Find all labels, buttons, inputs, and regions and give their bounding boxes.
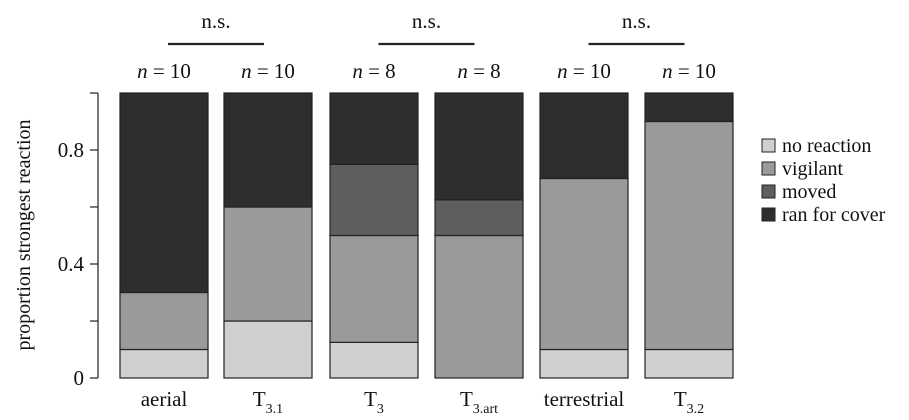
comparison-label: n.s. <box>412 9 441 33</box>
x-tick-labels: aerial T3.1 T3 T3.art terrestrial T3.2 <box>141 387 704 417</box>
legend-label: no reaction <box>782 135 871 157</box>
y-axis-label: proportion strongest reaction <box>13 119 35 350</box>
bar-segment-ran-for-cover <box>223 92 313 208</box>
sample-size-label: n = 10 <box>241 59 295 83</box>
sample-size-label: n = 10 <box>137 59 191 83</box>
bar-segment-ran-for-cover <box>329 92 419 165</box>
bar-segment-no-reaction <box>644 348 734 379</box>
bar-segment-no-reaction <box>223 320 313 379</box>
bar-segment-vigilant <box>644 120 734 351</box>
legend-label: ran for cover <box>782 204 886 226</box>
bar-segment-ran-for-cover <box>539 92 629 180</box>
bar-segment-ran-for-cover <box>119 92 209 294</box>
bar-segment-vigilant <box>119 291 209 351</box>
sample-size-labels: n = 10 n = 10 n = 8 n = 8 n = 10 n = 10 <box>137 59 716 83</box>
bar-segment-moved <box>434 199 524 237</box>
y-tick-label: 0.8 <box>58 138 84 162</box>
sample-size-label: n = 10 <box>557 59 611 83</box>
bar-segment-ran-for-cover <box>644 92 734 123</box>
legend-swatch <box>761 184 776 199</box>
x-tick-label: T3.2 <box>674 387 704 417</box>
y-tick-label: 0 <box>74 366 85 390</box>
y-axis: 0 0.4 0.8 <box>58 92 99 390</box>
bar-segment-no-reaction <box>539 348 629 379</box>
sample-size-label: n = 10 <box>662 59 716 83</box>
legend-swatch <box>761 161 776 176</box>
bars <box>119 92 734 379</box>
x-tick-label: T3 <box>364 387 384 417</box>
bar-segment-moved <box>329 163 419 237</box>
legend-swatch <box>761 138 776 153</box>
comparison-label: n.s. <box>201 9 230 33</box>
bar-segment-vigilant <box>329 234 419 343</box>
legend-label: moved <box>782 181 836 203</box>
sample-size-label: n = 8 <box>352 59 395 83</box>
y-tick-label: 0.4 <box>58 252 85 276</box>
comparison-label: n.s. <box>622 9 651 33</box>
legend-label: vigilant <box>782 158 844 180</box>
legend-swatch <box>761 207 776 222</box>
x-tick-label: terrestrial <box>544 387 625 411</box>
bar-segment-vigilant <box>434 234 524 379</box>
bar-segment-vigilant <box>223 206 313 322</box>
x-tick-label: T3.art <box>460 387 498 417</box>
comparison-brackets: n.s. n.s. n.s. <box>168 9 685 46</box>
bar-segment-vigilant <box>539 177 629 351</box>
bar-segment-no-reaction <box>119 348 209 379</box>
x-tick-label: aerial <box>141 387 188 411</box>
bar-segment-no-reaction <box>329 341 419 379</box>
bar-segment-ran-for-cover <box>434 92 524 201</box>
sample-size-label: n = 8 <box>457 59 500 83</box>
x-tick-label: T3.1 <box>253 387 283 417</box>
